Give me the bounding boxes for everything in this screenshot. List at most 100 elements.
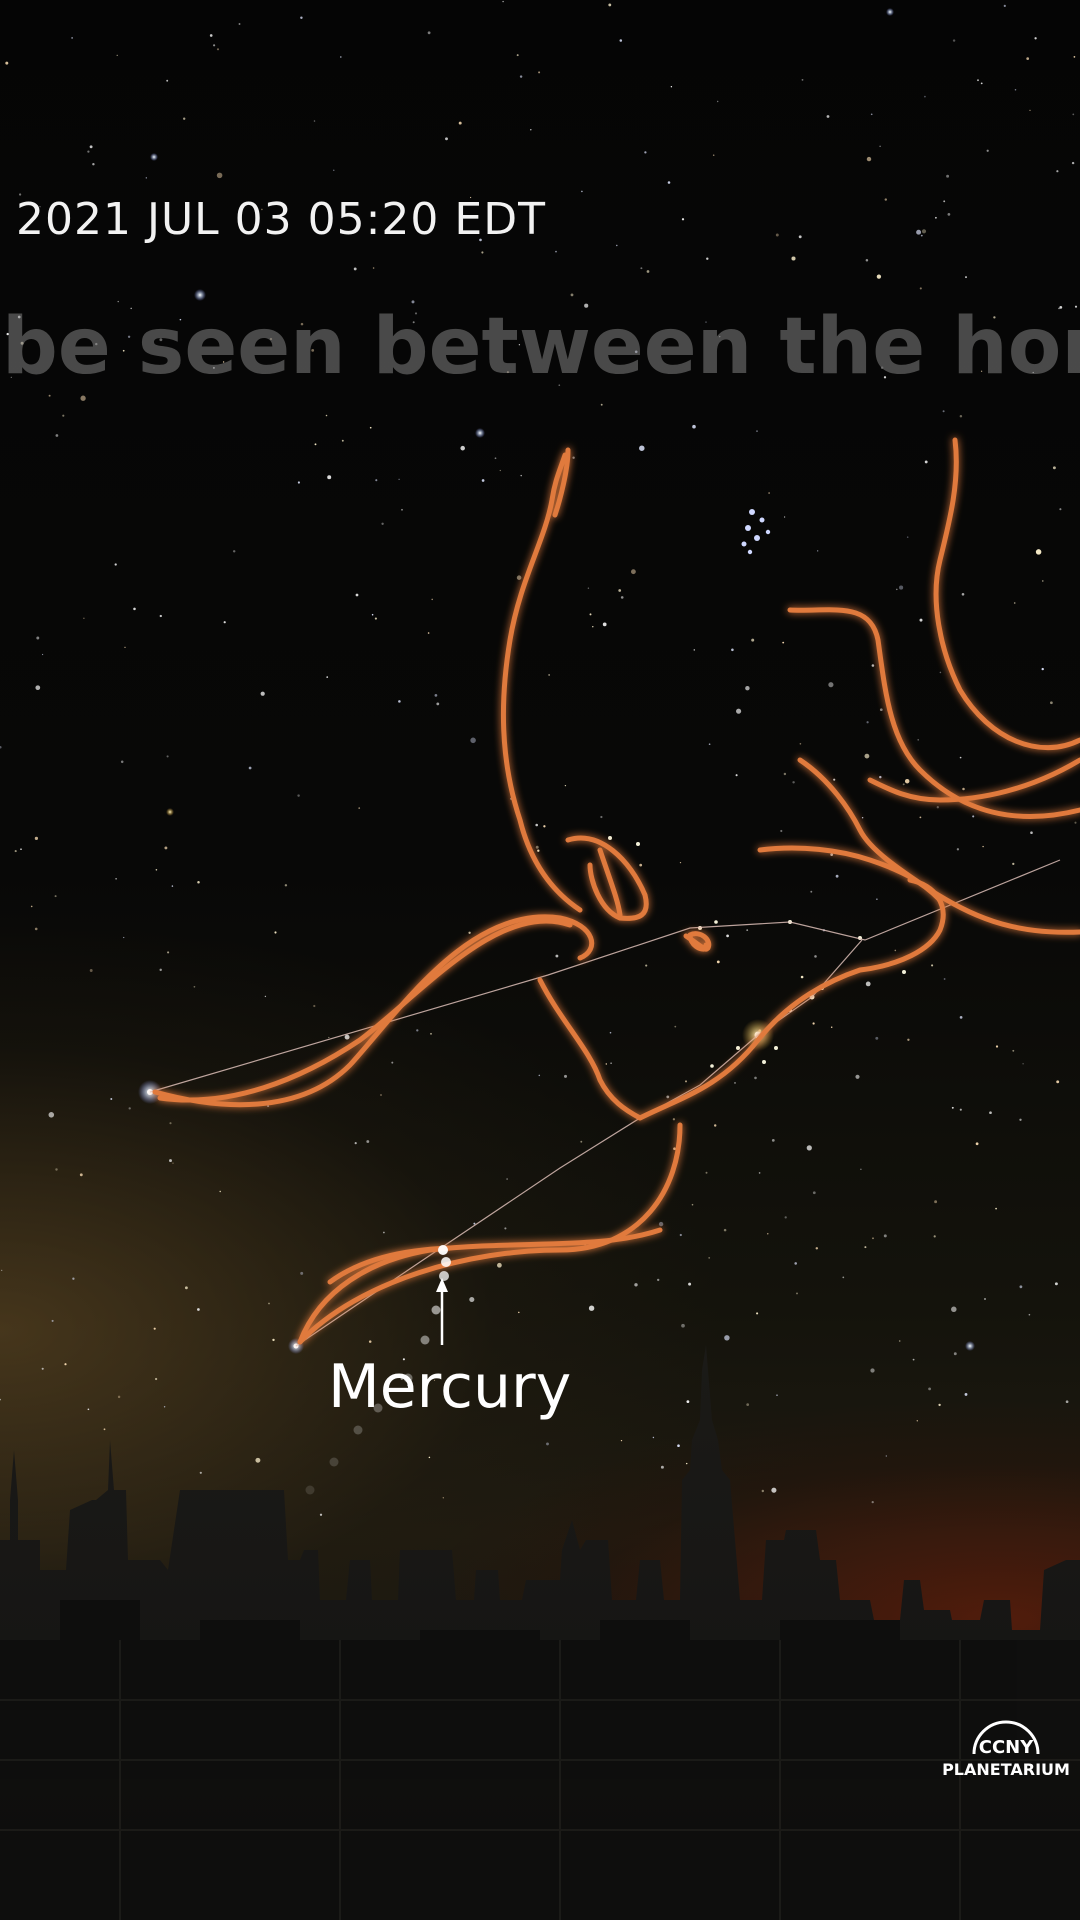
background-star: [815, 1247, 819, 1250]
background-star: [430, 1032, 432, 1035]
background-star: [751, 638, 755, 642]
background-star: [71, 37, 73, 39]
background-star: [155, 869, 158, 871]
background-star: [736, 708, 742, 714]
background-star: [883, 1234, 887, 1238]
background-star: [89, 969, 93, 972]
background-star: [6, 332, 9, 336]
background-star: [906, 536, 909, 538]
background-star: [679, 861, 682, 864]
background-star: [646, 270, 650, 273]
background-star: [34, 836, 39, 841]
background-star: [374, 617, 377, 620]
background-star: [796, 1292, 798, 1295]
background-star: [333, 169, 335, 171]
background-star: [123, 936, 125, 939]
background-star: [1012, 862, 1015, 866]
background-star: [746, 1403, 750, 1406]
background-star: [124, 646, 126, 648]
background-star: [261, 208, 263, 211]
background-star: [705, 321, 707, 323]
background-star: [1026, 57, 1030, 60]
background-star: [959, 756, 962, 759]
background-star: [871, 1500, 874, 1504]
background-star: [114, 563, 117, 566]
background-star: [792, 781, 795, 784]
background-star: [916, 1420, 918, 1422]
background-star: [713, 1124, 717, 1127]
background-star: [344, 1034, 350, 1040]
background-star: [436, 702, 440, 706]
background-star: [712, 154, 715, 156]
background-star: [942, 410, 945, 413]
background-star: [630, 569, 636, 575]
background-star: [771, 1487, 777, 1493]
background-star: [605, 1063, 608, 1065]
background-star: [726, 934, 729, 938]
background-star: [328, 1036, 330, 1039]
background-star: [506, 1178, 508, 1180]
background-star: [917, 739, 919, 741]
background-star: [771, 1139, 775, 1142]
background-star: [1056, 170, 1059, 173]
background-star: [855, 1074, 860, 1079]
background-star: [42, 653, 44, 656]
background-star: [936, 806, 939, 809]
background-star: [708, 1256, 711, 1259]
background-star: [110, 1098, 113, 1100]
background-star: [197, 1308, 200, 1311]
background-star: [428, 1456, 431, 1459]
background-star: [223, 621, 226, 624]
background-star: [977, 79, 979, 82]
background-star: [791, 256, 796, 261]
background-star: [314, 443, 317, 446]
background-star: [921, 229, 927, 234]
background-star: [62, 414, 65, 417]
background-star: [272, 1338, 275, 1342]
background-star: [745, 685, 750, 691]
background-star: [469, 1296, 475, 1303]
background-star: [372, 267, 375, 269]
background-star: [644, 151, 647, 154]
background-star: [411, 300, 415, 304]
background-star: [48, 394, 51, 397]
background-star: [209, 34, 213, 37]
background-star: [602, 622, 607, 627]
background-star: [434, 694, 438, 697]
background-star: [516, 575, 522, 580]
background-star: [980, 370, 983, 372]
background-star: [1003, 4, 1006, 8]
background-star: [269, 337, 273, 341]
background-star: [951, 1306, 957, 1313]
background-star: [153, 1327, 156, 1330]
background-star: [685, 1462, 688, 1465]
background-star: [92, 162, 95, 166]
background-star: [902, 783, 905, 786]
background-star: [538, 71, 541, 74]
background-star: [120, 760, 124, 764]
background-star: [238, 23, 241, 25]
background-star: [519, 75, 523, 78]
background-star: [866, 156, 872, 162]
background-star: [939, 671, 942, 674]
background-star: [366, 1140, 370, 1143]
background-star: [154, 1377, 158, 1381]
background-star: [861, 816, 864, 819]
background-star: [686, 1400, 690, 1404]
background-star: [535, 823, 538, 827]
background-star: [407, 1383, 410, 1387]
background-star: [746, 929, 749, 931]
background-star: [876, 274, 882, 279]
background-star: [127, 335, 131, 338]
background-star: [870, 113, 873, 116]
background-star: [782, 641, 785, 644]
background-star: [83, 617, 85, 619]
background-star: [34, 927, 38, 931]
background-star: [368, 1340, 372, 1343]
background-star: [883, 376, 887, 379]
background-star: [1034, 37, 1037, 40]
background-star: [943, 200, 946, 203]
background-star: [564, 1074, 567, 1078]
background-star: [1054, 1282, 1058, 1286]
background-star: [907, 1038, 910, 1041]
